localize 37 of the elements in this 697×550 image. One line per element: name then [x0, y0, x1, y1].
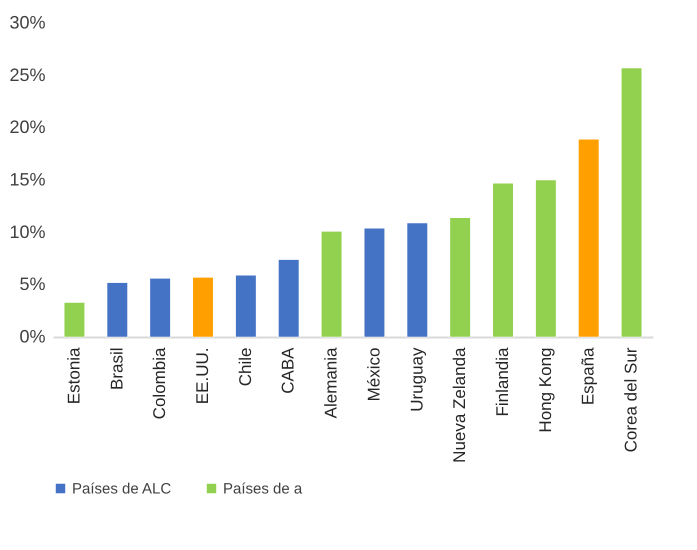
x-tick-label: España	[578, 346, 598, 406]
bar	[150, 278, 171, 338]
y-tick-label: 20%	[9, 117, 46, 138]
legend-label: Países de a	[223, 480, 303, 498]
bar	[492, 182, 514, 338]
x-tick-label: Estonia	[64, 346, 84, 404]
x-tick-label: Uruguay	[407, 347, 426, 412]
legend-label: Países de ALC	[72, 480, 172, 498]
bar	[106, 282, 128, 338]
bar	[535, 180, 556, 338]
x-tick-label: Corea del Sur	[622, 347, 641, 452]
bar	[192, 277, 214, 338]
bar	[620, 68, 642, 338]
bar	[578, 138, 600, 338]
x-tick-label: Alemania	[322, 346, 341, 418]
x-tick-label: Nueva Zelanda	[450, 346, 470, 463]
x-tick-label: EE.UU.	[193, 348, 212, 404]
bar	[235, 274, 256, 338]
bar	[320, 230, 342, 338]
y-tick-label: 5%	[19, 274, 46, 294]
y-tick-label: 0%	[19, 326, 46, 346]
bar	[364, 228, 386, 338]
y-tick-label: 10%	[9, 222, 46, 242]
y-tick-label: 15%	[9, 170, 46, 190]
bar	[278, 259, 300, 338]
x-tick-label: Hong Kong	[536, 348, 555, 433]
x-tick-label: CABA	[278, 346, 298, 394]
x-tick-label: Brasil	[107, 348, 126, 390]
bar	[64, 302, 86, 338]
x-tick-label: Finlandia	[493, 346, 512, 416]
x-tick-label: México	[364, 348, 384, 402]
y-tick-label: 30%	[9, 12, 46, 32]
x-tick-label: Chile	[236, 348, 255, 386]
bar	[450, 217, 471, 338]
y-tick-label: 25%	[9, 64, 46, 85]
x-tick-label: Colombia	[150, 346, 170, 420]
bar	[406, 222, 428, 338]
